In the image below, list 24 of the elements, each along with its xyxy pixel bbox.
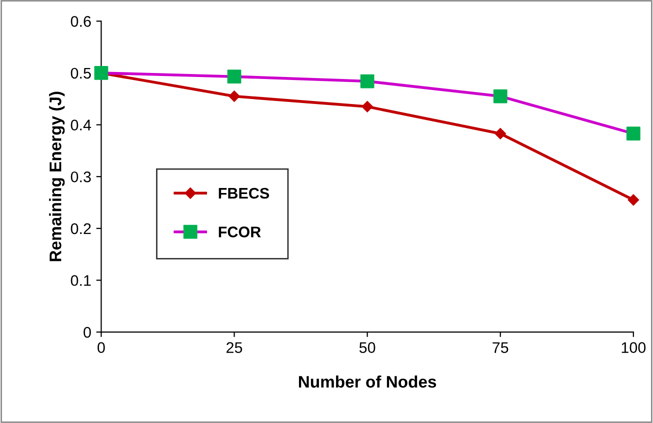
point [626,126,640,141]
y-tick-label: 0.2 [70,223,91,234]
point [362,101,373,112]
x-tick-label: 100 [622,342,646,353]
y-axis-title: Remaining Energy (J) [49,92,65,262]
point [493,89,508,104]
point [628,194,640,206]
y-tick-label: 0.5 [70,68,91,79]
x-axis-title: Number of Nodes [298,375,436,388]
x-tick-label: 25 [226,342,242,353]
point [494,128,506,140]
y-tick-label: 0.3 [70,171,91,182]
point [360,74,374,88]
y-tick-label: 0.4 [70,120,92,130]
y-tick-label: 0.6 [70,16,91,27]
point [227,70,242,84]
x-tick-label: 0 [98,342,105,353]
legend-label: FCOR [218,226,261,238]
legend-label: FBECS [218,188,270,199]
point [228,90,240,102]
x-tick-label: 50 [359,342,376,353]
y-tick-label: 0.1 [70,275,91,286]
x-tick-label: 75 [492,342,508,353]
y-tick-label: 0 [84,326,91,338]
